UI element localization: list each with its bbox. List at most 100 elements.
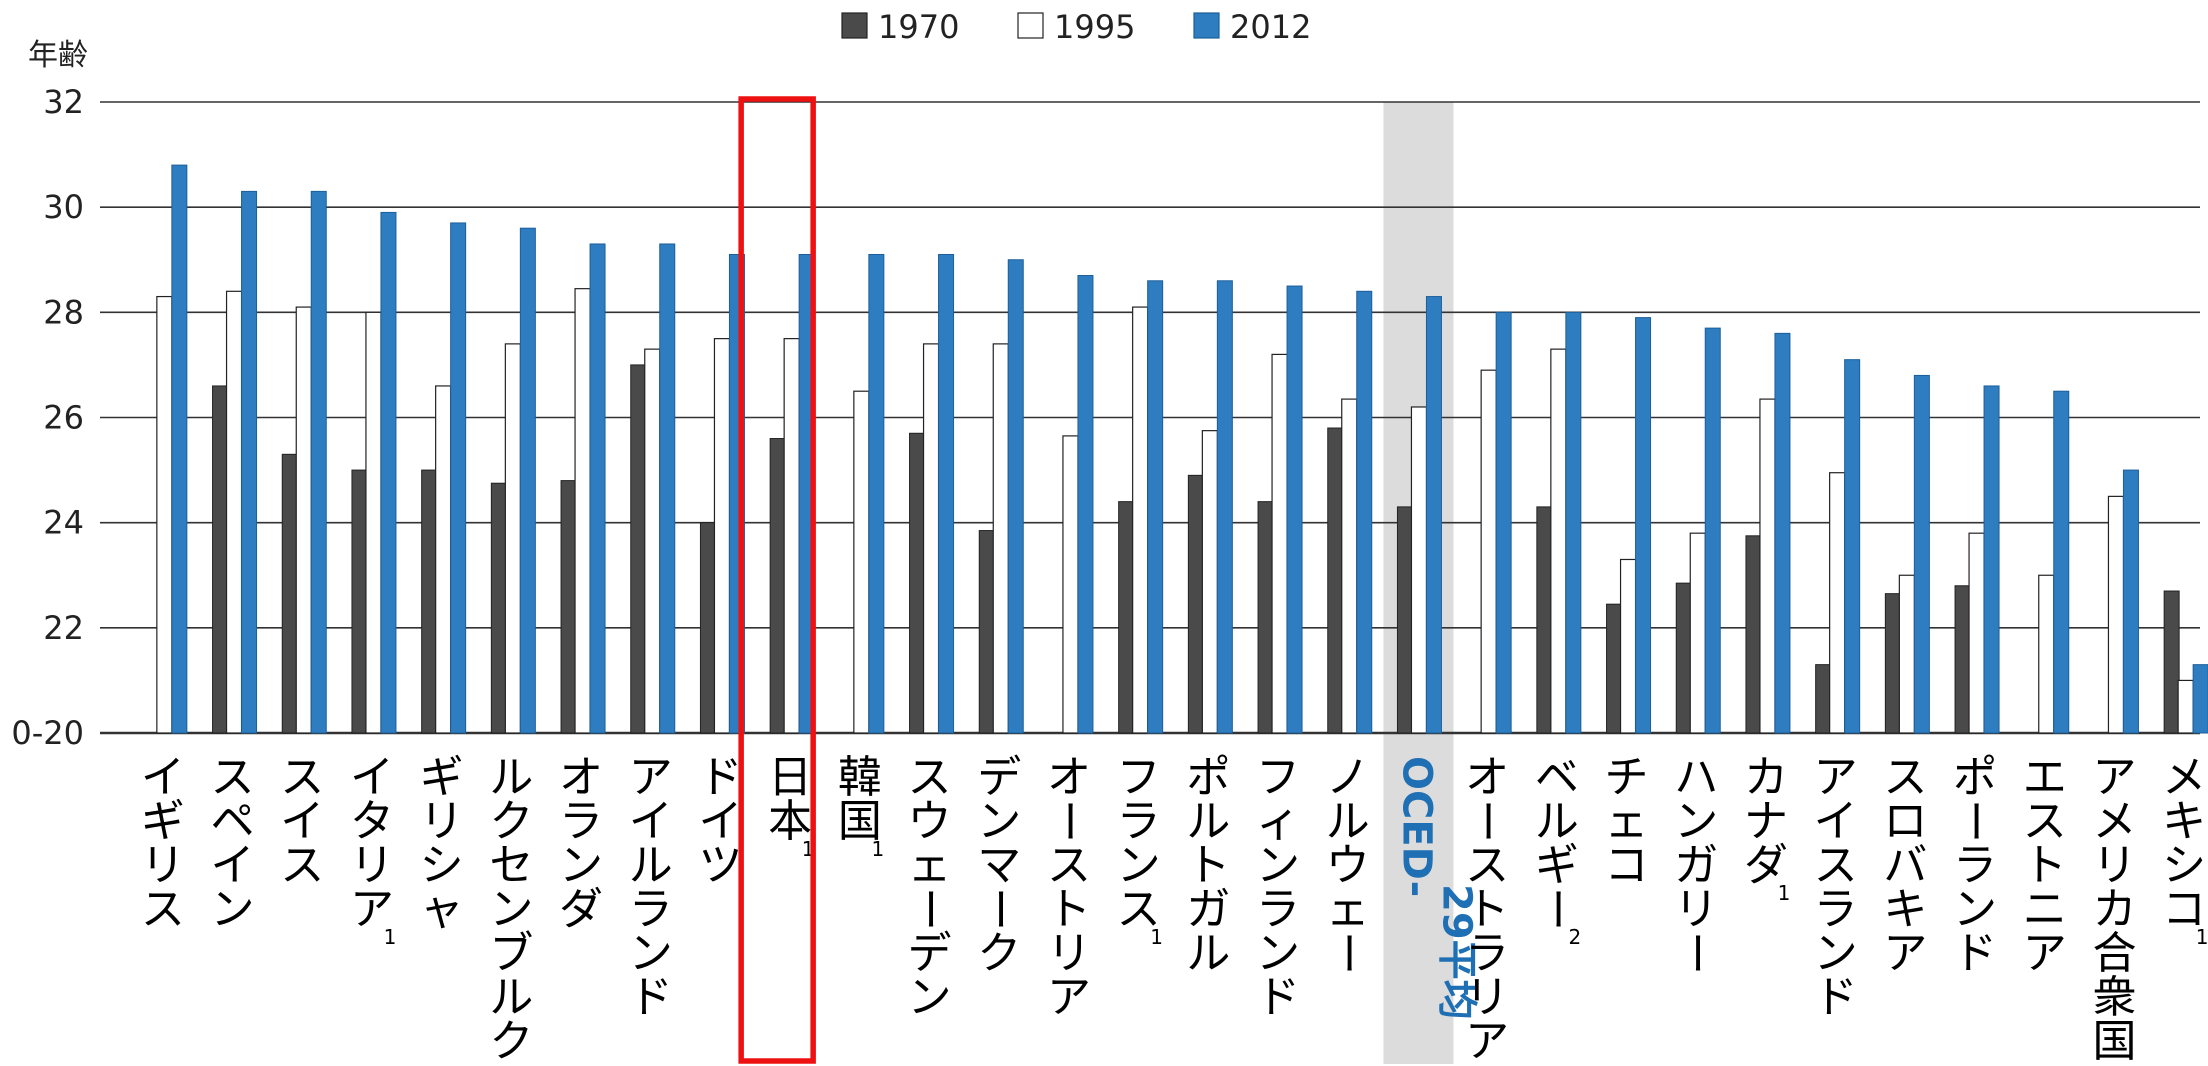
category-label-char: ン bbox=[908, 972, 952, 1023]
bar-1995 bbox=[1898, 574, 1915, 734]
category-label-char: ク bbox=[977, 928, 1021, 979]
bar-1995 bbox=[1689, 532, 1706, 734]
category-label-char: ラ bbox=[1953, 840, 1997, 891]
bar-2012 bbox=[1286, 285, 1303, 734]
category-label: スイス bbox=[280, 752, 324, 891]
bar-1995 bbox=[1759, 398, 1776, 734]
category-label-char: イ bbox=[698, 796, 742, 847]
category-label-char: 国 bbox=[838, 796, 882, 847]
category-label-char: シ bbox=[2162, 840, 2206, 891]
category-label-char: ド bbox=[629, 972, 673, 1023]
bar-layer bbox=[156, 164, 2208, 734]
category-label-char: ン bbox=[1953, 884, 1997, 935]
category-label-char: ン bbox=[977, 796, 1021, 847]
category-label-layer: イギリススペインスイスイタリア1ギリシャルクセンブルクオランダアイルランドドイツ… bbox=[141, 96, 2208, 1066]
category-label-char: タ bbox=[350, 796, 394, 847]
category-label-char: ア bbox=[350, 884, 394, 935]
category-label: オーストラリア1 bbox=[1461, 752, 1512, 1066]
category-label-char: ド bbox=[1814, 972, 1858, 1023]
category-label-char: ト bbox=[1047, 884, 1091, 935]
bar-2012 bbox=[380, 211, 397, 734]
bar-2012 bbox=[310, 190, 327, 734]
category-label-char: キ bbox=[2162, 796, 2206, 847]
bar-2012 bbox=[2192, 664, 2208, 734]
category-label-char: マ bbox=[977, 840, 1021, 891]
bar-2012 bbox=[1425, 296, 1442, 734]
bar-1995 bbox=[2107, 495, 2125, 734]
category-label-char: コ bbox=[1605, 840, 1649, 891]
category-label-char: ギ bbox=[1535, 840, 1579, 891]
y-axis-label: 年齢 bbox=[28, 38, 88, 73]
category-label-char: ク bbox=[489, 796, 533, 847]
category-label-char: オ bbox=[1465, 752, 1509, 803]
category-label-char: ン bbox=[489, 884, 533, 935]
bar-2012 bbox=[1356, 290, 1373, 734]
category-label-char: ト bbox=[1465, 884, 1509, 935]
y-tick-label: 26 bbox=[43, 399, 84, 437]
category-footnote: 1 bbox=[2196, 925, 2208, 949]
category-label-char: ブ bbox=[489, 928, 533, 979]
category-label-char: ス bbox=[1814, 840, 1858, 891]
category-label-char: 衆 bbox=[2092, 972, 2136, 1023]
bar-2012 bbox=[241, 190, 258, 734]
category-label-char: 本 bbox=[768, 796, 812, 847]
bar-1995 bbox=[783, 338, 800, 734]
bar-1995 bbox=[504, 343, 521, 734]
bar-1995 bbox=[365, 311, 382, 734]
category-label-char: ア bbox=[1465, 1016, 1509, 1066]
legend-swatch bbox=[1017, 12, 1044, 39]
bar-2012 bbox=[450, 222, 467, 734]
category-label-char: ェ bbox=[1605, 796, 1649, 847]
y-tick-label: 24 bbox=[43, 504, 84, 542]
bar-2012 bbox=[1565, 311, 1582, 734]
category-label-char: ポ bbox=[1953, 752, 1997, 803]
category-label-char: リ bbox=[420, 796, 464, 847]
category-label-char: イ bbox=[280, 796, 324, 847]
category-label-char: ス bbox=[908, 752, 952, 803]
bar-1970 bbox=[1187, 474, 1204, 734]
category-label-char: メ bbox=[2092, 796, 2136, 847]
category-label-char: カ bbox=[2092, 884, 2136, 935]
category-label-char: ポ bbox=[1186, 752, 1230, 803]
legend-item: 1970 bbox=[841, 8, 959, 46]
category-label-char: ラ bbox=[1117, 796, 1161, 847]
bar-1995 bbox=[1341, 398, 1358, 734]
category-label-char: ト bbox=[2023, 840, 2067, 891]
category-label-char: ル bbox=[1186, 796, 1230, 847]
category-label-char: ア bbox=[1814, 752, 1858, 803]
y-tick-label: 22 bbox=[43, 609, 84, 647]
bar-1995 bbox=[644, 348, 661, 734]
bar-2012 bbox=[1007, 259, 1024, 734]
category-label-char: ン bbox=[1117, 840, 1161, 891]
category-label-char: チ bbox=[1605, 752, 1649, 803]
category-label-char: ニ bbox=[2023, 884, 2067, 935]
legend-label: 1995 bbox=[1054, 8, 1135, 46]
legend-swatch bbox=[841, 12, 868, 39]
category-label-char: ガ bbox=[1674, 840, 1718, 891]
category-label-char: イ bbox=[211, 840, 255, 891]
category-footnote: 1 bbox=[384, 925, 397, 949]
category-label: OCED-29平均 bbox=[1393, 756, 1479, 1020]
bar-2012 bbox=[659, 243, 676, 734]
bar-1970 bbox=[1327, 427, 1344, 734]
category-label: 韓国1 bbox=[838, 752, 884, 861]
category-label-char: ィ bbox=[1256, 796, 1300, 847]
category-label-char: ル bbox=[1186, 928, 1230, 979]
bar-1970 bbox=[1815, 664, 1832, 734]
category-label-char: シ bbox=[420, 840, 464, 891]
bar-1970 bbox=[351, 469, 368, 734]
category-label-char: ス bbox=[1117, 884, 1161, 935]
category-label-char: ー bbox=[1670, 931, 1721, 975]
category-label-char: ラ bbox=[559, 796, 603, 847]
category-label-char: ク bbox=[489, 1016, 533, 1066]
category-label: アメリカ合衆国1 bbox=[2092, 752, 2136, 1066]
category-label-char: ド bbox=[1256, 972, 1300, 1023]
